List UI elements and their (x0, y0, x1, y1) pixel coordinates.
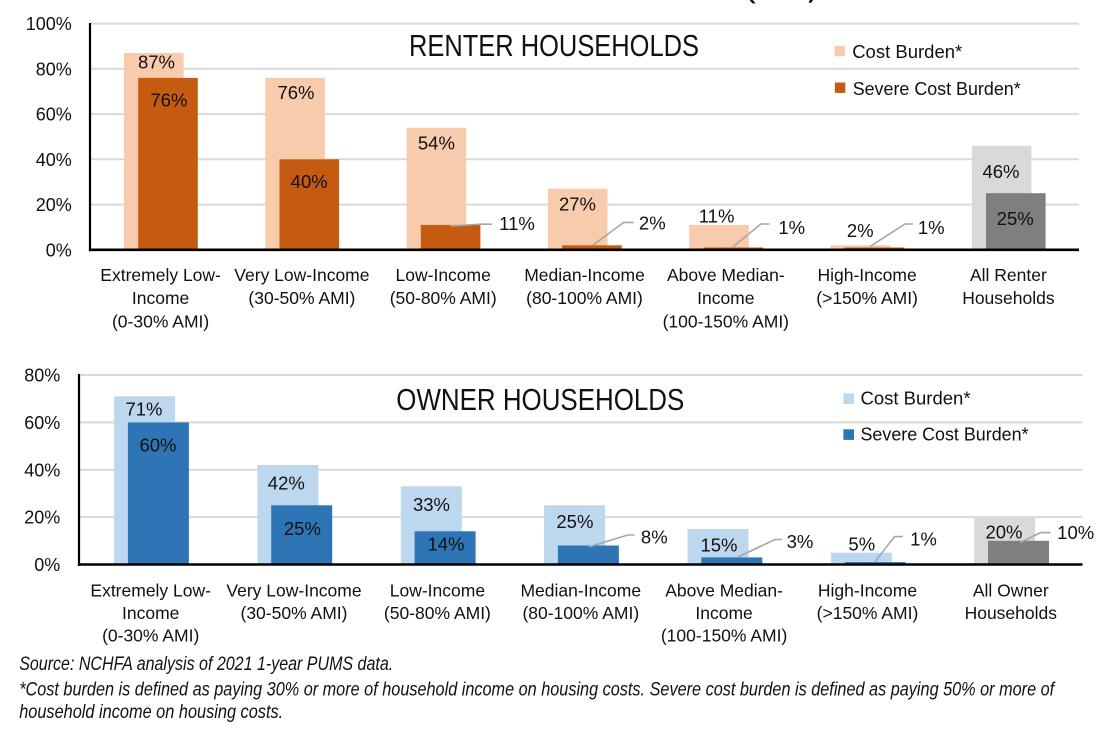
svg-text:42%: 42% (268, 472, 305, 493)
svg-text:87%: 87% (138, 52, 175, 73)
svg-text:(30-50% AMI): (30-50% AMI) (241, 603, 348, 623)
svg-text:3%: 3% (787, 531, 814, 552)
svg-text:54%: 54% (418, 133, 455, 154)
svg-text:household income on housing co: household income on housing costs. (19, 701, 283, 723)
svg-text:Income: Income (697, 288, 754, 308)
svg-text:(100-150% AMI): (100-150% AMI) (661, 625, 787, 645)
svg-text:25%: 25% (997, 208, 1034, 229)
svg-text:All Renter: All Renter (970, 265, 1047, 285)
svg-text:(100-150% AMI): (100-150% AMI) (663, 311, 789, 331)
svg-text:Above Median-: Above Median- (667, 265, 785, 285)
svg-text:2%: 2% (847, 220, 874, 241)
svg-text:(0-30% AMI): (0-30% AMI) (102, 625, 199, 645)
svg-text:Median-Income: Median-Income (524, 265, 645, 285)
svg-text:Extremely Low-: Extremely Low- (90, 580, 211, 600)
svg-text:8%: 8% (641, 527, 668, 548)
svg-text:All Owner: All Owner (973, 580, 1049, 600)
svg-text:60%: 60% (24, 413, 60, 433)
svg-text:Severe Cost Burden*: Severe Cost Burden* (861, 423, 1029, 444)
svg-text:Low-Income: Low-Income (396, 265, 491, 285)
svg-text:5%: 5% (848, 534, 875, 555)
svg-text:11%: 11% (499, 213, 535, 234)
svg-text:(0-30% AMI): (0-30% AMI) (112, 311, 209, 331)
svg-text:40%: 40% (36, 150, 72, 170)
svg-text:25%: 25% (556, 511, 593, 532)
svg-text:27%: 27% (559, 194, 596, 215)
svg-text:Above Median-: Above Median- (665, 580, 783, 600)
svg-text:Severe Cost Burden*: Severe Cost Burden* (853, 78, 1021, 99)
svg-text:60%: 60% (139, 435, 176, 456)
svg-text:40%: 40% (291, 171, 328, 192)
svg-text:10%: 10% (1057, 522, 1094, 543)
svg-text:25%: 25% (284, 518, 321, 539)
svg-text:0%: 0% (46, 240, 72, 260)
svg-text:Low-Income: Low-Income (390, 580, 485, 600)
svg-text:2%: 2% (639, 212, 666, 233)
svg-text:100%: 100% (26, 14, 72, 34)
svg-text:15%: 15% (700, 535, 737, 556)
svg-text:(80-100% AMI): (80-100% AMI) (526, 288, 643, 308)
svg-text:76%: 76% (150, 89, 187, 110)
svg-text:46%: 46% (982, 161, 1019, 182)
svg-text:RENTER HOUSEHOLDS: RENTER HOUSEHOLDS (409, 29, 699, 63)
svg-text:(30-50% AMI): (30-50% AMI) (248, 288, 355, 308)
svg-text:Source: NCHFA analysis of 2021: Source: NCHFA analysis of 2021 1-year PU… (19, 653, 393, 675)
svg-text:40%: 40% (24, 460, 60, 480)
svg-text:80%: 80% (36, 59, 72, 79)
svg-text:20%: 20% (985, 522, 1022, 543)
svg-text:Cost Burden*: Cost Burden* (852, 41, 962, 62)
svg-text:Very Low-Income: Very Low-Income (234, 265, 369, 285)
svg-text:Income: Income (132, 288, 189, 308)
svg-text:1%: 1% (918, 217, 945, 238)
svg-text:High-Income: High-Income (818, 580, 917, 600)
svg-text:0%: 0% (34, 555, 60, 575)
svg-text:Income: Income (695, 603, 752, 623)
svg-text:(>150% AMI): (>150% AMI) (817, 603, 919, 623)
svg-text:(80-100% AMI): (80-100% AMI) (522, 603, 639, 623)
svg-text:33%: 33% (413, 494, 450, 515)
svg-text:Very Low-Income: Very Low-Income (226, 580, 361, 600)
svg-text:71%: 71% (125, 399, 162, 420)
svg-text:(50-80% AMI): (50-80% AMI) (384, 603, 491, 623)
svg-text:Cost Burden*: Cost Burden* (861, 388, 971, 409)
svg-text:OWNER HOUSEHOLDS: OWNER HOUSEHOLDS (396, 383, 684, 417)
svg-text:Median-Income: Median-Income (520, 580, 641, 600)
svg-text:(>150% AMI): (>150% AMI) (816, 288, 918, 308)
svg-text:Households: Households (965, 603, 1058, 623)
svg-text:60%: 60% (36, 105, 72, 125)
svg-text:(50-80% AMI): (50-80% AMI) (390, 288, 497, 308)
svg-text:80%: 80% (24, 366, 60, 386)
svg-text:20%: 20% (24, 508, 60, 528)
svg-text:1%: 1% (778, 217, 805, 238)
svg-text:*Cost burden is defined as pay: *Cost burden is defined as paying 30% or… (19, 678, 1056, 700)
svg-text:1%: 1% (910, 528, 937, 549)
svg-text:Extremely Low-: Extremely Low- (100, 265, 221, 285)
svg-text:Households: Households (962, 288, 1055, 308)
svg-text:14%: 14% (427, 534, 464, 555)
svg-text:High-Income: High-Income (817, 265, 916, 285)
svg-text:76%: 76% (277, 82, 314, 103)
svg-text:Income: Income (122, 603, 179, 623)
svg-text:11%: 11% (699, 205, 735, 226)
svg-text:20%: 20% (36, 195, 72, 215)
